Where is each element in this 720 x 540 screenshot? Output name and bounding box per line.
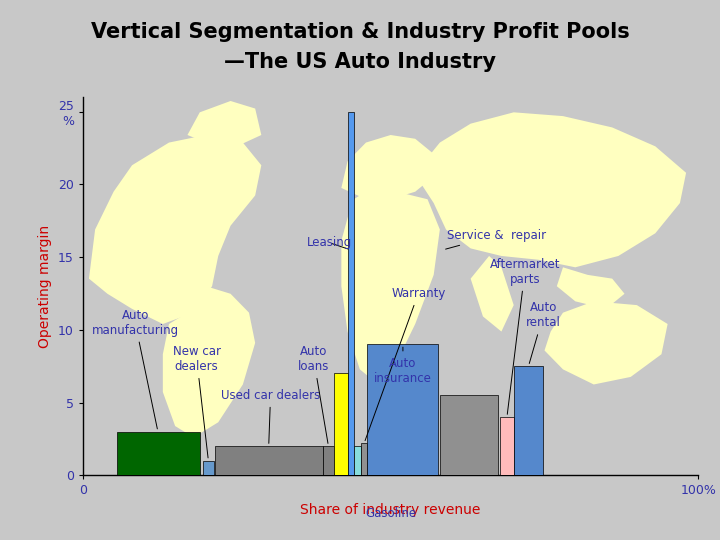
X-axis label: Share of industry revenue: Share of industry revenue (300, 503, 481, 517)
Text: Auto
loans: Auto loans (298, 345, 329, 443)
Text: Gasoline: Gasoline (365, 507, 416, 520)
Text: Auto
manufacturing: Auto manufacturing (91, 308, 179, 429)
Text: Service &  repair: Service & repair (446, 229, 546, 249)
Text: —The US Auto Industry: —The US Auto Industry (224, 52, 496, 72)
Text: Auto
insurance: Auto insurance (374, 347, 432, 384)
Polygon shape (557, 267, 624, 309)
Bar (203, 461, 214, 475)
Text: New car
dealers: New car dealers (173, 345, 221, 458)
Text: Used car dealers: Used car dealers (221, 389, 320, 443)
Bar (361, 443, 367, 475)
Polygon shape (89, 135, 261, 324)
Bar (323, 446, 334, 475)
Bar (215, 446, 323, 475)
Polygon shape (163, 286, 255, 437)
Text: Aftermarket
parts: Aftermarket parts (490, 258, 560, 414)
Polygon shape (544, 301, 667, 384)
Y-axis label: Operating margin: Operating margin (38, 225, 53, 348)
Polygon shape (471, 256, 514, 332)
Polygon shape (187, 101, 261, 146)
Bar (440, 395, 498, 475)
Bar (514, 366, 544, 475)
Text: Leasing: Leasing (307, 236, 351, 249)
Bar (354, 446, 361, 475)
Bar (348, 112, 354, 475)
Bar (334, 374, 348, 475)
Bar (367, 345, 438, 475)
Text: Auto
rental: Auto rental (526, 301, 561, 363)
Polygon shape (421, 112, 686, 267)
Polygon shape (341, 192, 440, 384)
Text: Warranty: Warranty (365, 287, 446, 441)
Bar (117, 431, 199, 475)
Bar (500, 417, 514, 475)
Text: Vertical Segmentation & Industry Profit Pools: Vertical Segmentation & Industry Profit … (91, 22, 629, 43)
Polygon shape (341, 135, 433, 199)
